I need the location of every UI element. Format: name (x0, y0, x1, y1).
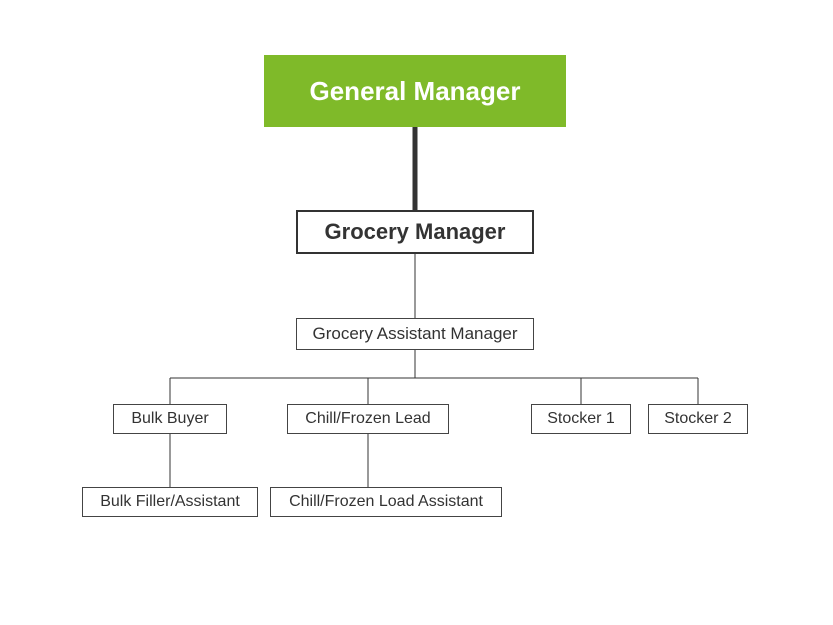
node-grocery-assistant-manager: Grocery Assistant Manager (296, 318, 534, 350)
node-label: Grocery Assistant Manager (312, 324, 517, 344)
node-chill-frozen-lead: Chill/Frozen Lead (287, 404, 449, 434)
node-bulk-filler-assistant: Bulk Filler/Assistant (82, 487, 258, 517)
node-label: Chill/Frozen Lead (305, 410, 430, 428)
node-label: Chill/Frozen Load Assistant (289, 493, 483, 511)
node-label: Bulk Filler/Assistant (100, 493, 240, 511)
node-stocker-2: Stocker 2 (648, 404, 748, 434)
node-label: Bulk Buyer (131, 410, 208, 428)
node-label: General Manager (310, 76, 521, 107)
node-bulk-buyer: Bulk Buyer (113, 404, 227, 434)
node-label: Stocker 2 (664, 410, 732, 428)
node-label: Grocery Manager (325, 219, 506, 245)
node-stocker-1: Stocker 1 (531, 404, 631, 434)
node-chill-frozen-load-assistant: Chill/Frozen Load Assistant (270, 487, 502, 517)
node-grocery-manager: Grocery Manager (296, 210, 534, 254)
node-label: Stocker 1 (547, 410, 615, 428)
node-general-manager: General Manager (264, 55, 566, 127)
